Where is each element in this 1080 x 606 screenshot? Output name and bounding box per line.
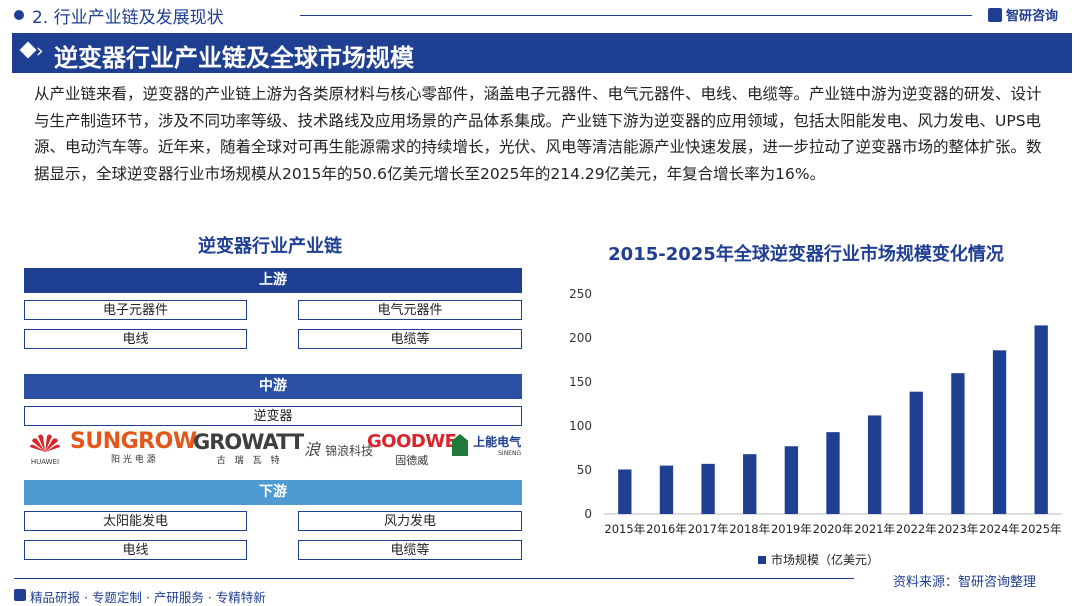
goodwe-wordmark: GOODWE — [367, 431, 457, 452]
x-tick-label: 2025年 — [1021, 522, 1062, 536]
x-tick-label: 2020年 — [813, 522, 854, 536]
sungrow-wordmark: SUNGROW — [70, 429, 197, 454]
source-note: 资料来源：智研咨询整理 — [893, 575, 1037, 590]
jinlang-mark-icon: 浪 — [304, 440, 321, 459]
sineng-mark-icon — [452, 434, 468, 456]
y-tick-label: 150 — [569, 375, 592, 389]
downstream-item-wind: 风力发电 — [298, 511, 522, 531]
legend-label: 市场规模（亿美元） — [771, 553, 880, 567]
y-tick-label: 50 — [577, 463, 592, 477]
downstream-item-cable: 电缆等 — [298, 540, 522, 560]
bar-2015年 — [618, 469, 632, 514]
downstream-header: 下游 — [24, 480, 522, 505]
footer-divider — [14, 578, 854, 579]
brand-name: 智研咨询 — [1006, 9, 1059, 24]
x-tick-label: 2019年 — [771, 522, 812, 536]
x-tick-label: 2024年 — [979, 522, 1020, 536]
x-tick-label: 2015年 — [604, 522, 645, 536]
growatt-wordmark: GROWATT — [193, 430, 304, 454]
bar-2023年 — [951, 373, 965, 514]
midstream-item-inverter: 逆变器 — [24, 406, 522, 426]
sineng-wordmark: 上能电气 — [473, 435, 522, 449]
bar-2018年 — [743, 454, 757, 514]
upstream-item-wire: 电线 — [24, 329, 247, 349]
y-tick-label: 200 — [569, 331, 592, 345]
x-tick-label: 2022年 — [896, 522, 937, 536]
y-tick-label: 100 — [569, 419, 592, 433]
bar-2019年 — [784, 446, 799, 514]
legend-swatch — [758, 556, 766, 564]
sineng-en: SINENG — [498, 450, 522, 457]
section-bullet-icon — [14, 10, 24, 20]
chevron-icon: › — [36, 40, 44, 62]
bar-2016年 — [659, 465, 674, 514]
y-tick-label: 250 — [569, 287, 592, 301]
x-tick-label: 2017年 — [688, 522, 729, 536]
chain-title: 逆变器行业产业链 — [198, 236, 342, 257]
title-bar — [12, 33, 1072, 73]
description-paragraph: 从产业链来看，逆变器的产业链上游为各类原材料与核心零部件，涵盖电子元器件、电气元… — [34, 85, 1042, 183]
y-tick-label: 0 — [584, 507, 592, 521]
chart-title: 2015-2025年全球逆变器行业市场规模变化情况 — [608, 244, 1004, 265]
huawei-flower-icon — [30, 434, 60, 452]
bar-chart: 0 50 100 150 200 250 2015年 2016年 2017年 2018年 2019年… — [569, 287, 1062, 536]
downstream-item-wire: 电线 — [24, 540, 247, 560]
bar-2022年 — [909, 391, 923, 514]
x-tick-label: 2016年 — [646, 522, 687, 536]
midstream-header: 中游 — [24, 374, 522, 399]
brand-icon — [988, 8, 1002, 22]
goodwe-cn: 固德威 — [395, 454, 429, 467]
x-tick-label: 2023年 — [938, 522, 979, 536]
bar-2024年 — [992, 350, 1007, 514]
upstream-item-electrical-components: 电气元器件 — [298, 300, 522, 320]
brand-logo: 智研咨询 — [988, 5, 1058, 24]
sineng-logo: 上能电气 SINENG — [452, 433, 521, 457]
jinlang-wordmark: 锦浪科技 — [325, 444, 374, 458]
upstream-item-cable: 电缆等 — [298, 329, 522, 349]
downstream-item-solar: 太阳能发电 — [24, 511, 247, 531]
bar-2017年 — [701, 463, 715, 514]
footer-text: 精品研报 · 专题定制 · 产研服务 · 专精特新 — [30, 590, 266, 605]
sungrow-cn: 阳 光 电 源 — [111, 455, 156, 465]
bar-2021年 — [867, 415, 882, 514]
bar-2020年 — [826, 432, 840, 514]
x-tick-label: 2018年 — [729, 522, 770, 536]
jinlang-logo: 浪 锦浪科技 — [304, 436, 373, 460]
bar-2025年 — [1034, 325, 1048, 514]
footer-logo-icon — [14, 589, 26, 601]
section-divider — [300, 15, 972, 16]
huawei-wordmark: HUAWEI — [30, 458, 60, 466]
sungrow-logo: SUNGROW 阳 光 电 源 — [70, 429, 197, 465]
page-title: 逆变器行业产业链及全球市场规模 — [54, 44, 414, 72]
growatt-logo: GROWATT 古 瑞 瓦 特 — [193, 430, 304, 466]
upstream-header: 上游 — [24, 268, 522, 293]
goodwe-logo: GOODWE 固德威 — [367, 431, 457, 468]
huawei-logo: HUAWEI — [24, 432, 66, 466]
section-title: 2. 行业产业链及发展现状 — [32, 8, 224, 28]
upstream-item-electronic-components: 电子元器件 — [24, 300, 247, 320]
growatt-cn: 古 瑞 瓦 特 — [216, 456, 280, 466]
x-tick-label: 2021年 — [854, 522, 895, 536]
